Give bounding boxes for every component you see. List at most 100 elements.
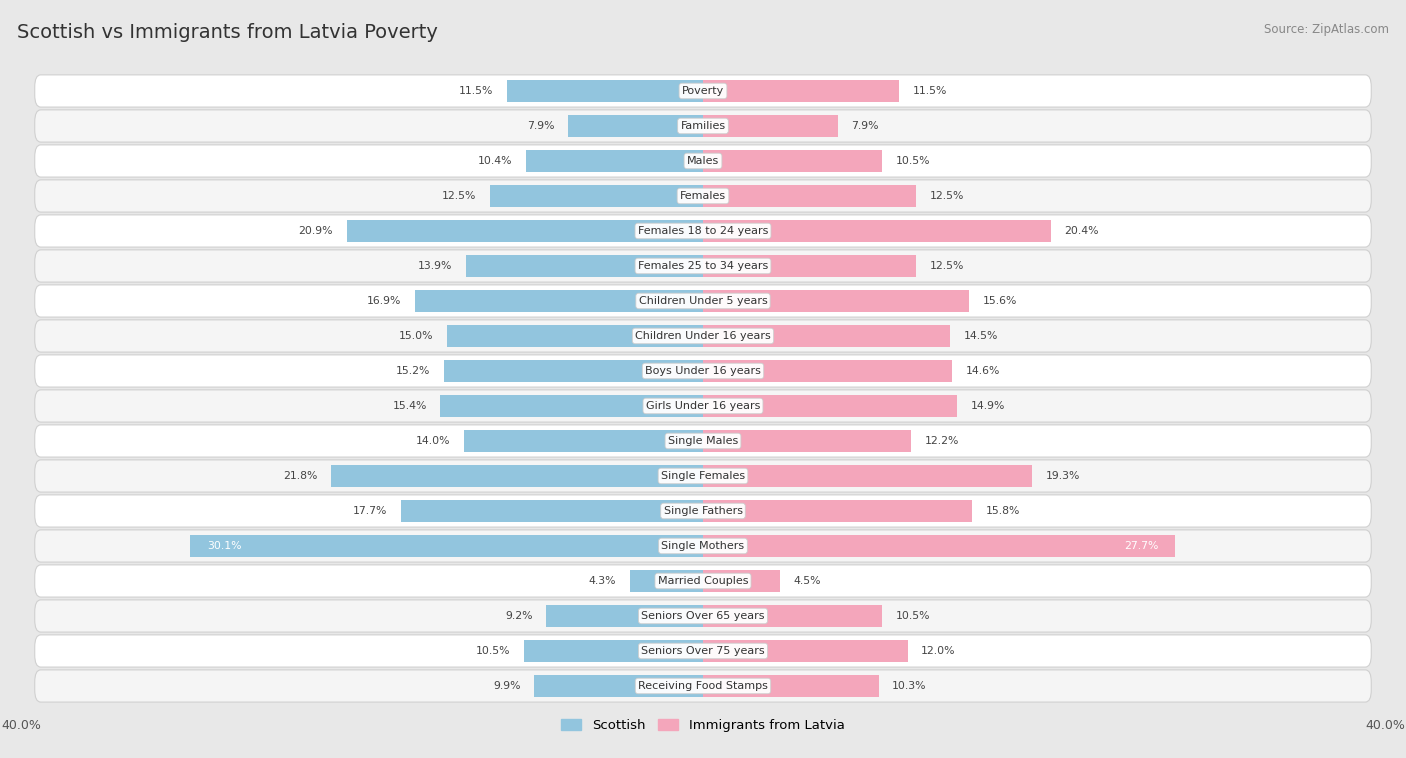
FancyBboxPatch shape	[35, 250, 1371, 282]
Text: Single Mothers: Single Mothers	[661, 541, 745, 551]
Text: Females 18 to 24 years: Females 18 to 24 years	[638, 226, 768, 236]
Text: 10.5%: 10.5%	[896, 156, 931, 166]
Text: 30.1%: 30.1%	[207, 541, 242, 551]
Bar	[508, 80, 703, 102]
FancyBboxPatch shape	[35, 600, 1371, 632]
FancyBboxPatch shape	[35, 320, 1371, 352]
FancyBboxPatch shape	[35, 635, 1371, 667]
Text: 27.7%: 27.7%	[1123, 541, 1159, 551]
Text: Girls Under 16 years: Girls Under 16 years	[645, 401, 761, 411]
Bar	[703, 675, 879, 697]
Text: 14.5%: 14.5%	[965, 331, 998, 341]
Text: 20.9%: 20.9%	[298, 226, 333, 236]
Bar	[546, 605, 703, 627]
Bar	[703, 605, 882, 627]
Text: 19.3%: 19.3%	[1046, 471, 1080, 481]
Bar	[489, 185, 703, 207]
Bar	[526, 150, 703, 172]
FancyBboxPatch shape	[35, 355, 1371, 387]
Text: Males: Males	[688, 156, 718, 166]
Bar	[190, 535, 703, 557]
Text: Married Couples: Married Couples	[658, 576, 748, 586]
Bar	[703, 255, 917, 277]
Bar	[703, 430, 911, 452]
FancyBboxPatch shape	[35, 670, 1371, 702]
Bar	[347, 220, 703, 242]
FancyBboxPatch shape	[35, 110, 1371, 142]
Text: Children Under 5 years: Children Under 5 years	[638, 296, 768, 306]
Text: 10.5%: 10.5%	[475, 646, 510, 656]
Text: 7.9%: 7.9%	[527, 121, 555, 131]
Text: Seniors Over 65 years: Seniors Over 65 years	[641, 611, 765, 621]
Bar	[630, 570, 703, 592]
Bar	[703, 640, 908, 662]
Text: 10.5%: 10.5%	[896, 611, 931, 621]
Bar	[703, 185, 917, 207]
Text: 12.0%: 12.0%	[921, 646, 956, 656]
FancyBboxPatch shape	[35, 180, 1371, 212]
Text: 12.2%: 12.2%	[925, 436, 959, 446]
Bar	[703, 395, 957, 417]
Text: 10.3%: 10.3%	[893, 681, 927, 691]
Text: 15.6%: 15.6%	[983, 296, 1017, 306]
Bar	[703, 80, 898, 102]
Text: 14.6%: 14.6%	[966, 366, 1000, 376]
Text: Source: ZipAtlas.com: Source: ZipAtlas.com	[1264, 23, 1389, 36]
Text: 20.4%: 20.4%	[1064, 226, 1099, 236]
Text: 4.3%: 4.3%	[589, 576, 616, 586]
Text: Females: Females	[681, 191, 725, 201]
Text: 21.8%: 21.8%	[284, 471, 318, 481]
Bar	[703, 290, 969, 312]
Bar	[464, 430, 703, 452]
Text: 11.5%: 11.5%	[912, 86, 948, 96]
Text: Scottish vs Immigrants from Latvia Poverty: Scottish vs Immigrants from Latvia Pover…	[17, 23, 437, 42]
Bar	[703, 465, 1032, 487]
Bar	[703, 115, 838, 137]
Bar	[568, 115, 703, 137]
Text: Single Males: Single Males	[668, 436, 738, 446]
Text: 12.5%: 12.5%	[441, 191, 477, 201]
Bar	[444, 360, 703, 382]
Text: Poverty: Poverty	[682, 86, 724, 96]
Bar	[447, 325, 703, 347]
Text: 15.0%: 15.0%	[399, 331, 433, 341]
FancyBboxPatch shape	[35, 495, 1371, 527]
Bar	[703, 220, 1050, 242]
Text: 17.7%: 17.7%	[353, 506, 388, 516]
FancyBboxPatch shape	[35, 215, 1371, 247]
FancyBboxPatch shape	[35, 390, 1371, 422]
Bar	[332, 465, 703, 487]
Text: 12.5%: 12.5%	[929, 261, 965, 271]
Bar	[401, 500, 703, 522]
Bar	[703, 360, 952, 382]
Text: 16.9%: 16.9%	[367, 296, 401, 306]
Text: 14.9%: 14.9%	[970, 401, 1005, 411]
Bar	[703, 570, 780, 592]
Text: 11.5%: 11.5%	[458, 86, 494, 96]
FancyBboxPatch shape	[35, 460, 1371, 492]
Bar	[534, 675, 703, 697]
Text: Children Under 16 years: Children Under 16 years	[636, 331, 770, 341]
Bar	[703, 500, 973, 522]
FancyBboxPatch shape	[35, 425, 1371, 457]
Text: Seniors Over 75 years: Seniors Over 75 years	[641, 646, 765, 656]
Legend: Scottish, Immigrants from Latvia: Scottish, Immigrants from Latvia	[557, 713, 849, 738]
Text: 15.4%: 15.4%	[392, 401, 427, 411]
Text: Females 25 to 34 years: Females 25 to 34 years	[638, 261, 768, 271]
Text: Single Females: Single Females	[661, 471, 745, 481]
Text: 9.9%: 9.9%	[494, 681, 520, 691]
Bar	[465, 255, 703, 277]
Bar	[440, 395, 703, 417]
FancyBboxPatch shape	[35, 75, 1371, 107]
Bar	[415, 290, 703, 312]
FancyBboxPatch shape	[35, 145, 1371, 177]
Text: 10.4%: 10.4%	[478, 156, 512, 166]
FancyBboxPatch shape	[35, 530, 1371, 562]
Bar	[703, 325, 950, 347]
Text: 9.2%: 9.2%	[505, 611, 533, 621]
Bar	[524, 640, 703, 662]
Text: Receiving Food Stamps: Receiving Food Stamps	[638, 681, 768, 691]
Text: 15.8%: 15.8%	[986, 506, 1021, 516]
Text: 15.2%: 15.2%	[396, 366, 430, 376]
Text: 13.9%: 13.9%	[418, 261, 453, 271]
